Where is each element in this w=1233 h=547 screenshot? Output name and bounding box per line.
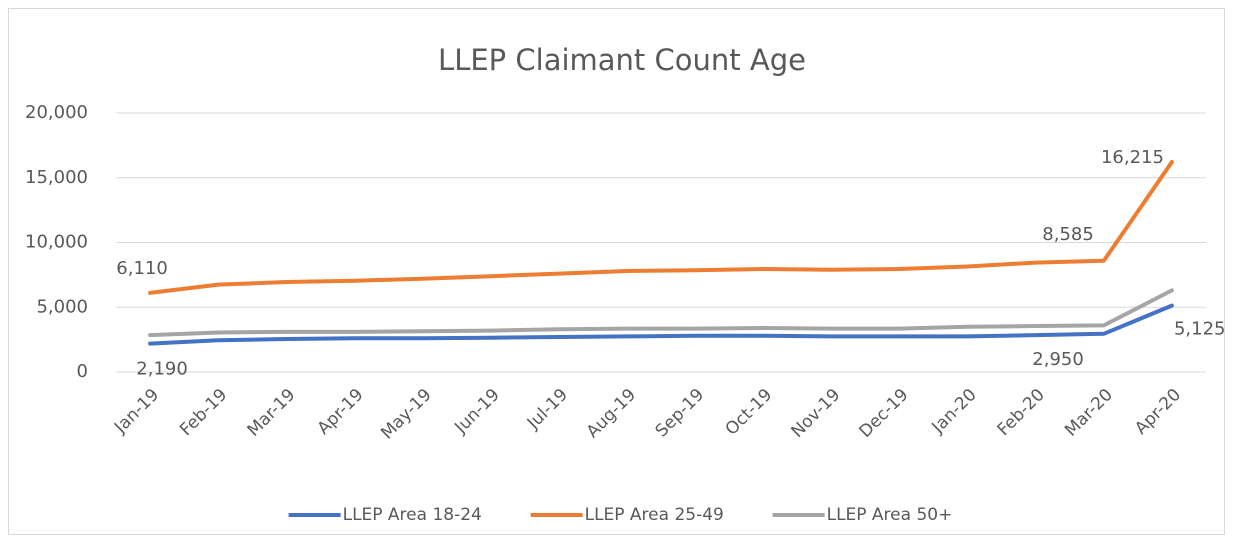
chart-title: LLEP Claimant Count Age: [438, 43, 806, 77]
y-tick-label: 10,000: [25, 232, 88, 253]
legend-label: LLEP Area 25-49: [585, 505, 724, 525]
legend-label: LLEP Area 18-24: [343, 505, 482, 525]
data-label: 16,215: [1101, 147, 1164, 168]
data-label: 5,125: [1174, 319, 1226, 340]
y-tick-label: 15,000: [25, 167, 88, 188]
data-label: 2,190: [136, 359, 188, 380]
data-label: 6,110: [116, 258, 168, 279]
series-line: [148, 160, 1174, 295]
data-label: 8,585: [1042, 224, 1094, 245]
data-label: 2,950: [1032, 349, 1084, 370]
series-line: [148, 288, 1174, 338]
series-line: [148, 303, 1174, 346]
y-tick-label: 5,000: [36, 296, 88, 317]
y-tick-label: 20,000: [25, 102, 88, 123]
y-tick-label: 0: [77, 361, 88, 382]
legend-label: LLEP Area 50+: [827, 505, 953, 525]
